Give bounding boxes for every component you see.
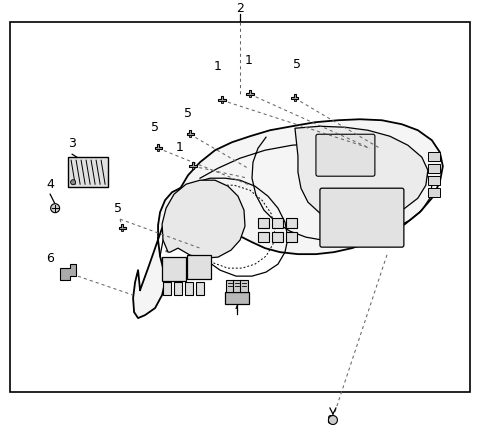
Text: 1: 1 (214, 60, 222, 73)
FancyBboxPatch shape (258, 232, 269, 242)
Polygon shape (133, 119, 443, 318)
FancyBboxPatch shape (258, 218, 269, 228)
Polygon shape (291, 94, 299, 99)
Bar (10, 22, 470, 392)
Polygon shape (119, 224, 126, 229)
Text: 7: 7 (233, 299, 241, 312)
FancyBboxPatch shape (226, 280, 234, 292)
Text: 5: 5 (184, 107, 192, 120)
FancyBboxPatch shape (121, 229, 123, 231)
FancyBboxPatch shape (272, 232, 283, 242)
Text: 1: 1 (245, 54, 253, 67)
Text: 5: 5 (293, 58, 301, 71)
Text: 5: 5 (151, 121, 159, 134)
FancyBboxPatch shape (196, 282, 204, 295)
FancyBboxPatch shape (68, 157, 108, 187)
Polygon shape (295, 126, 428, 222)
FancyBboxPatch shape (192, 168, 194, 169)
FancyBboxPatch shape (286, 218, 297, 228)
FancyBboxPatch shape (286, 232, 297, 242)
Circle shape (71, 179, 76, 185)
Text: 2: 2 (236, 2, 244, 15)
FancyBboxPatch shape (157, 149, 159, 151)
FancyBboxPatch shape (316, 134, 375, 176)
FancyBboxPatch shape (428, 164, 440, 173)
FancyBboxPatch shape (163, 282, 171, 295)
FancyBboxPatch shape (187, 255, 211, 279)
Polygon shape (218, 96, 226, 101)
Text: 8: 8 (326, 414, 334, 426)
Polygon shape (60, 264, 76, 280)
FancyBboxPatch shape (185, 282, 193, 295)
Circle shape (51, 204, 60, 213)
Polygon shape (189, 162, 197, 168)
FancyBboxPatch shape (240, 280, 248, 292)
Polygon shape (246, 90, 254, 95)
FancyBboxPatch shape (162, 257, 186, 281)
FancyBboxPatch shape (428, 152, 440, 161)
Polygon shape (187, 131, 193, 135)
Polygon shape (155, 144, 162, 149)
Text: 3: 3 (68, 137, 76, 150)
FancyBboxPatch shape (294, 99, 296, 101)
Text: 5: 5 (114, 202, 122, 215)
Text: 6: 6 (46, 252, 54, 265)
FancyBboxPatch shape (272, 218, 283, 228)
FancyBboxPatch shape (428, 176, 440, 185)
Circle shape (328, 415, 337, 425)
Text: 4: 4 (46, 178, 54, 191)
FancyBboxPatch shape (428, 188, 440, 197)
FancyBboxPatch shape (225, 292, 249, 304)
FancyBboxPatch shape (189, 135, 191, 137)
Text: 1: 1 (176, 141, 184, 154)
FancyBboxPatch shape (233, 280, 241, 292)
FancyBboxPatch shape (174, 282, 182, 295)
FancyBboxPatch shape (320, 188, 404, 247)
Polygon shape (162, 180, 245, 258)
FancyBboxPatch shape (221, 101, 223, 103)
FancyBboxPatch shape (249, 95, 251, 97)
